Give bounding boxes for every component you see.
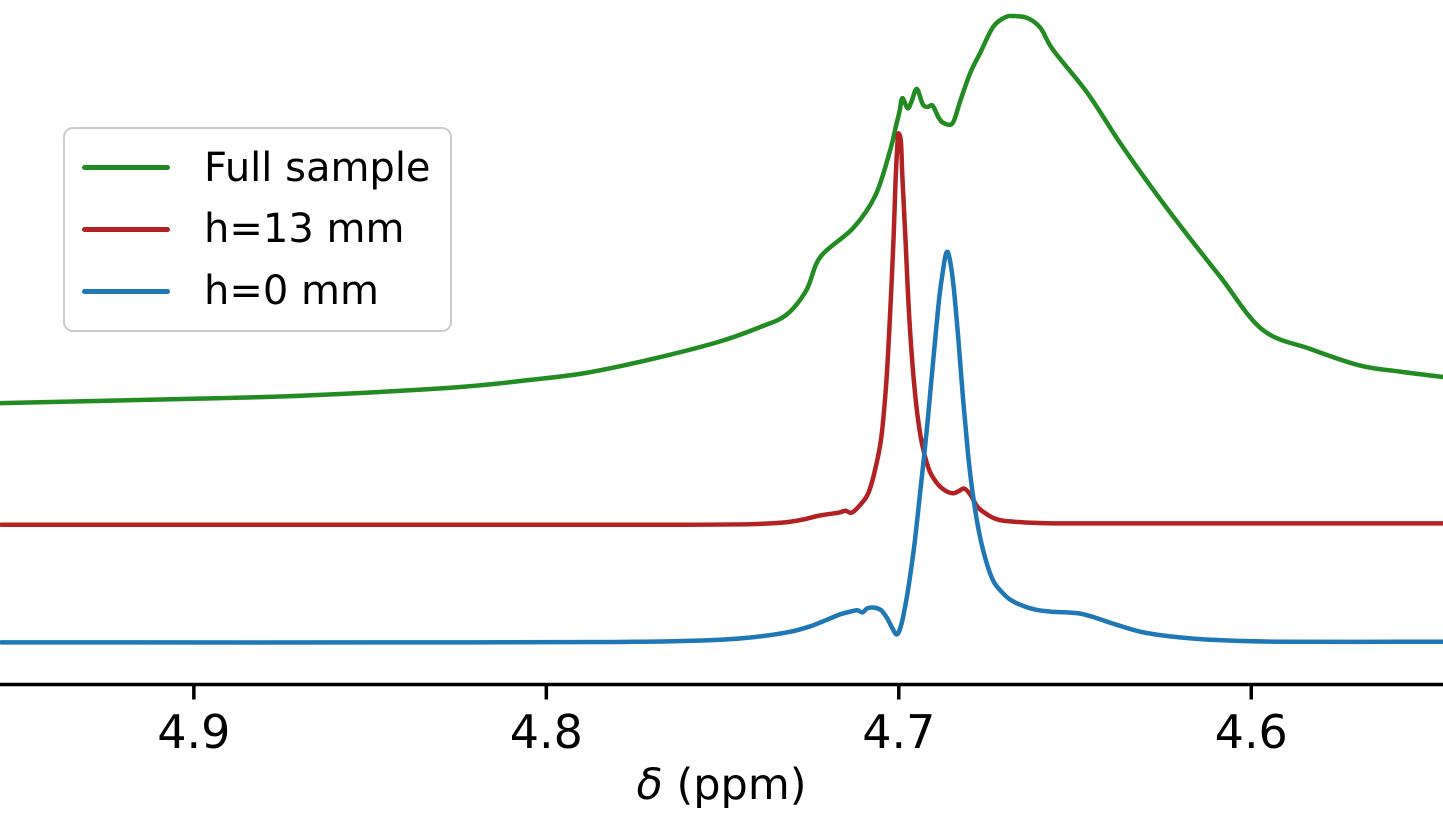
x-tick-label: 4.8 [510,705,583,759]
series-line-h-0-mm [0,249,1443,645]
x-tick-label: 4.6 [1215,705,1288,759]
series-lines [0,13,1443,645]
legend-label: h=0 mm [204,268,379,315]
x-axis-title: δ (ppm) [0,760,1443,810]
legend-item-h0mm: h=0 mm [82,268,440,314]
legend-label: h=13 mm [204,206,405,253]
legend-line-swatch-green [82,165,170,171]
x-axis-ticks: 4.9 4.8 4.7 4.6 [157,684,1288,759]
legend-label: Full sample [204,144,431,191]
x-tick-label: 4.7 [862,705,935,759]
legend: Full sample h=13 mm h=0 mm [63,127,452,332]
legend-item-h13mm: h=13 mm [82,206,440,252]
x-axis-title-unit: (ppm) [662,760,807,810]
legend-item-full-sample: Full sample [82,145,440,191]
series-line-h-13-mm [0,131,1443,528]
x-tick-label: 4.9 [157,705,230,759]
legend-line-swatch-red [82,226,170,232]
legend-line-swatch-blue [82,288,170,294]
series-line-full-sample [0,13,1443,406]
delta-symbol: δ [636,760,663,810]
